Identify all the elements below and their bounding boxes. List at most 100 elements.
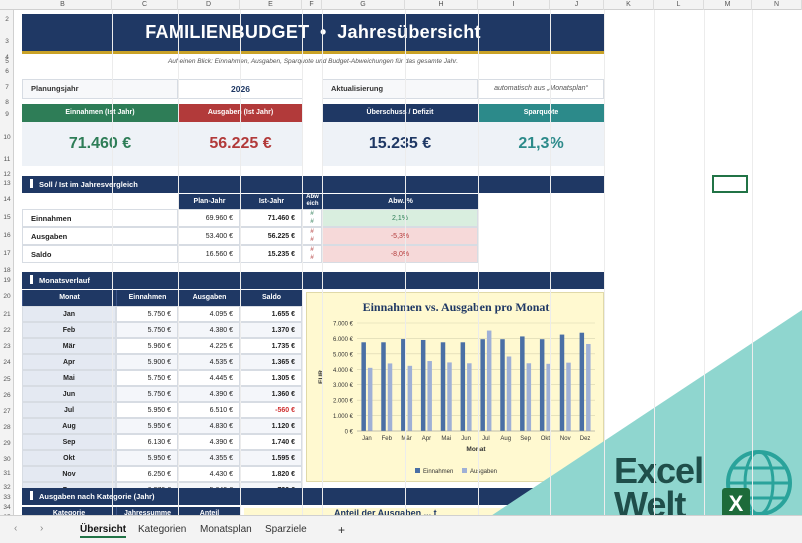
row-header-20[interactable]: 20 xyxy=(3,293,11,300)
bar-ausgaben-Nov[interactable] xyxy=(566,362,571,431)
row-header-17[interactable]: 17 xyxy=(3,250,11,257)
monthly-saldo: 1.655 € xyxy=(240,306,302,322)
column-header-F[interactable]: F xyxy=(302,0,322,10)
monthly-month: Mär xyxy=(22,338,116,354)
row-header-5[interactable]: 5 xyxy=(5,58,9,65)
row-header-3[interactable]: 3 xyxy=(5,38,9,45)
gridline xyxy=(178,10,179,515)
x-tick-label: Apr xyxy=(422,436,431,442)
row-header-8[interactable]: 8 xyxy=(5,99,9,106)
column-header-I[interactable]: I xyxy=(478,0,550,10)
row-header-10[interactable]: 10 xyxy=(3,134,11,141)
bar-ausgaben-Apr[interactable] xyxy=(427,361,432,431)
bar-ausgaben-Mai[interactable] xyxy=(447,362,452,431)
bar-ausgaben-Dez[interactable] xyxy=(586,343,591,431)
monthly-expense: 4.830 € xyxy=(178,418,240,434)
bar-einnahmen-Nov[interactable] xyxy=(559,334,565,431)
soll-ist-ist: 15.235 € xyxy=(240,245,302,263)
section-header-kategorie: Ausgaben nach Kategorie (Jahr) xyxy=(22,488,604,505)
y-tick-label: 2.000 € xyxy=(333,399,354,405)
bar-einnahmen-Jan[interactable] xyxy=(361,342,366,431)
column-header-N[interactable]: N xyxy=(752,0,802,10)
bar-einnahmen-Mai[interactable] xyxy=(440,342,446,431)
row-header-9[interactable]: 9 xyxy=(5,111,9,118)
row-header-13[interactable]: 13 xyxy=(3,180,11,187)
row-header-30[interactable]: 30 xyxy=(3,456,11,463)
bar-ausgaben-Jan[interactable] xyxy=(367,367,373,431)
section-marker xyxy=(30,491,33,500)
bar-einnahmen-Sep[interactable] xyxy=(520,336,525,431)
row-header-2[interactable]: 2 xyxy=(5,16,9,23)
bar-einnahmen-Feb[interactable] xyxy=(381,342,386,431)
row-header-22[interactable]: 22 xyxy=(3,327,11,334)
row-header-14[interactable]: 14 xyxy=(3,196,11,203)
row-header-31[interactable]: 31 xyxy=(3,470,11,477)
add-sheet-button[interactable]: + xyxy=(338,523,346,537)
row-header-26[interactable]: 26 xyxy=(3,392,11,399)
row-header-7[interactable]: 7 xyxy=(5,84,9,91)
bar-ausgaben-Aug[interactable] xyxy=(506,356,512,431)
selected-cell[interactable] xyxy=(712,175,748,193)
row-header-34[interactable]: 34 xyxy=(3,504,11,511)
tab-uebersicht[interactable]: Übersicht xyxy=(80,522,127,538)
scroll-right-icon[interactable]: › xyxy=(40,523,44,534)
column-header-L[interactable]: L xyxy=(654,0,704,10)
soll-ist-label: Einnahmen xyxy=(22,209,178,227)
column-header-K[interactable]: K xyxy=(604,0,654,10)
bar-einnahmen-Mär[interactable] xyxy=(401,339,406,431)
section-marker xyxy=(30,275,33,284)
column-header-G[interactable]: G xyxy=(322,0,405,10)
bar-einnahmen-Apr[interactable] xyxy=(420,339,426,431)
tab-sparziele[interactable]: Sparziele xyxy=(265,524,307,535)
row-header-18[interactable]: 18 xyxy=(3,267,11,274)
row-header-29[interactable]: 29 xyxy=(3,440,11,447)
column-header-M[interactable]: M xyxy=(704,0,752,10)
y-tick-label: 0 € xyxy=(345,430,354,436)
bar-ausgaben-Jun[interactable] xyxy=(467,363,472,431)
bar-ausgaben-Feb[interactable] xyxy=(387,363,393,431)
row-header-23[interactable]: 23 xyxy=(3,343,11,350)
row-header-15[interactable]: 15 xyxy=(3,214,11,221)
row-header-19[interactable]: 19 xyxy=(3,277,11,284)
row-header-28[interactable]: 28 xyxy=(3,424,11,431)
row-header-27[interactable]: 27 xyxy=(3,408,11,415)
column-header-H[interactable]: H xyxy=(405,0,478,10)
row-header-16[interactable]: 16 xyxy=(3,232,11,239)
monthly-expense: 4.355 € xyxy=(178,450,240,466)
row-header-21[interactable]: 21 xyxy=(3,311,11,318)
x-tick-label: Aug xyxy=(500,436,511,442)
chart-area[interactable]: Einnahmen vs. Ausgaben pro Monat 0 € 1.000… xyxy=(306,292,604,482)
row-header-12[interactable]: 12 xyxy=(3,171,11,178)
row-header-25[interactable]: 25 xyxy=(3,376,11,383)
row-header-4[interactable]: 4 xyxy=(5,54,9,61)
bar-einnahmen-Dez[interactable] xyxy=(579,332,585,431)
x-tick-label: Mai xyxy=(441,436,451,442)
bar-einnahmen-Jun[interactable] xyxy=(460,342,466,431)
bar-einnahmen-Okt[interactable] xyxy=(539,339,545,431)
column-header-B[interactable]: B xyxy=(14,0,112,10)
kpi-savings-label: Sparquote xyxy=(478,104,604,122)
gridline xyxy=(704,10,705,515)
row-header-6[interactable]: 6 xyxy=(5,68,9,75)
row-header-32[interactable]: 32 xyxy=(3,484,11,491)
soll-ist-plan: 53.400 € xyxy=(178,227,240,245)
column-header-E[interactable]: E xyxy=(240,0,302,10)
bar-einnahmen-Aug[interactable] xyxy=(500,339,505,431)
row-header-33[interactable]: 33 xyxy=(3,494,11,501)
scroll-left-icon[interactable]: ‹ xyxy=(14,523,18,534)
row-header-11[interactable]: 11 xyxy=(3,156,11,163)
column-header-J[interactable]: J xyxy=(550,0,604,10)
bar-einnahmen-Jul[interactable] xyxy=(480,339,485,431)
column-header-C[interactable]: C xyxy=(112,0,178,10)
monthly-expense: 4.430 € xyxy=(178,466,240,482)
monthly-income: 5.960 € xyxy=(116,338,178,354)
bar-ausgaben-Mär[interactable] xyxy=(407,365,413,431)
excel-welt-logo: Excel Welt X xyxy=(614,450,802,532)
tab-monatsplan[interactable]: Monatsplan xyxy=(200,524,252,535)
tab-kategorien[interactable]: Kategorien xyxy=(138,524,187,535)
bar-ausgaben-Sep[interactable] xyxy=(526,363,532,431)
bar-ausgaben-Jul[interactable] xyxy=(486,330,492,431)
column-header-D[interactable]: D xyxy=(178,0,240,10)
row-header-24[interactable]: 24 xyxy=(3,359,11,366)
monthly-saldo: 1.740 € xyxy=(240,434,302,450)
